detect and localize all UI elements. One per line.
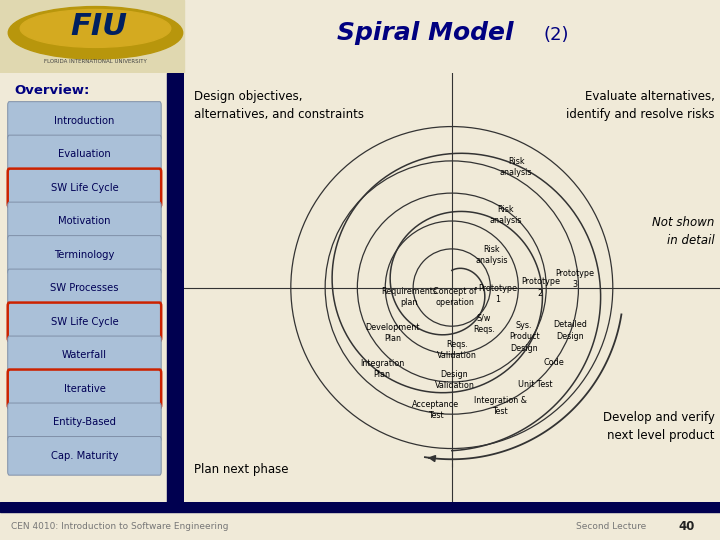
Text: FIU: FIU [71, 12, 127, 42]
Text: Motivation: Motivation [58, 217, 111, 226]
FancyBboxPatch shape [8, 269, 161, 308]
Text: Code: Code [544, 358, 564, 367]
FancyBboxPatch shape [8, 235, 161, 274]
Text: Spiral Model: Spiral Model [337, 21, 513, 45]
Text: S/w
Reqs.: S/w Reqs. [473, 314, 495, 334]
Text: Prototype
3: Prototype 3 [556, 269, 595, 289]
FancyBboxPatch shape [8, 202, 161, 241]
FancyBboxPatch shape [8, 302, 161, 341]
Text: Risk
analysis: Risk analysis [489, 205, 522, 225]
Text: Integration &
Test: Integration & Test [474, 396, 526, 416]
Text: Entity-Based: Entity-Based [53, 417, 116, 427]
Text: CEN 4010: Introduction to Software Engineering: CEN 4010: Introduction to Software Engin… [11, 522, 228, 531]
Text: Reqs.
Validation: Reqs. Validation [437, 340, 477, 360]
Text: (2): (2) [544, 26, 569, 44]
Bar [167, 73, 184, 502]
Text: Sys.
Product
Design: Sys. Product Design [509, 321, 539, 353]
Text: Iterative: Iterative [63, 384, 105, 394]
Text: Not shown
in detail: Not shown in detail [652, 216, 715, 247]
Bar [0, 502, 720, 512]
Bar [0, 0, 184, 73]
Text: Acceptance
Test: Acceptance Test [412, 400, 459, 420]
Text: Unit Test: Unit Test [518, 380, 552, 389]
Text: Overview:: Overview: [14, 84, 90, 97]
Text: Evaluate alternatives,
identify and resolve risks: Evaluate alternatives, identify and reso… [566, 90, 715, 121]
Text: SW Life Cycle: SW Life Cycle [50, 183, 118, 193]
FancyBboxPatch shape [8, 403, 161, 442]
Text: Develop and verify
next level product: Develop and verify next level product [603, 411, 715, 442]
Text: Risk
analysis: Risk analysis [500, 157, 532, 178]
Text: Detailed
Design: Detailed Design [553, 320, 587, 341]
Text: Prototype
1: Prototype 1 [478, 284, 517, 304]
FancyBboxPatch shape [8, 102, 161, 140]
Text: Evaluation: Evaluation [58, 150, 111, 159]
Text: Design
Validation: Design Validation [435, 370, 474, 390]
Text: Prototype
2: Prototype 2 [521, 278, 560, 298]
Ellipse shape [20, 10, 171, 48]
Text: SW Life Cycle: SW Life Cycle [50, 317, 118, 327]
Text: Concept of
operation: Concept of operation [433, 287, 477, 307]
Text: Terminology: Terminology [54, 250, 114, 260]
Text: Design objectives,
alternatives, and constraints: Design objectives, alternatives, and con… [194, 90, 364, 121]
Text: FLORIDA INTERNATIONAL UNIVERSITY: FLORIDA INTERNATIONAL UNIVERSITY [44, 59, 147, 64]
Text: Development
Plan: Development Plan [366, 322, 420, 343]
Text: Cap. Maturity: Cap. Maturity [51, 451, 118, 461]
FancyBboxPatch shape [8, 336, 161, 375]
FancyBboxPatch shape [8, 436, 161, 475]
Text: Introduction: Introduction [54, 116, 114, 126]
FancyBboxPatch shape [8, 168, 161, 207]
Text: Risk
analysis: Risk analysis [476, 245, 508, 265]
Text: Second Lecture: Second Lecture [576, 522, 647, 531]
Text: Integration
Plan: Integration Plan [360, 359, 404, 379]
Ellipse shape [8, 6, 183, 59]
FancyBboxPatch shape [8, 135, 161, 174]
Text: Plan next phase: Plan next phase [194, 463, 289, 476]
Text: Requirements
plan: Requirements plan [381, 287, 437, 307]
Text: SW Processes: SW Processes [50, 284, 119, 293]
Text: Waterfall: Waterfall [62, 350, 107, 360]
FancyBboxPatch shape [8, 369, 161, 408]
Text: 40: 40 [678, 520, 695, 534]
